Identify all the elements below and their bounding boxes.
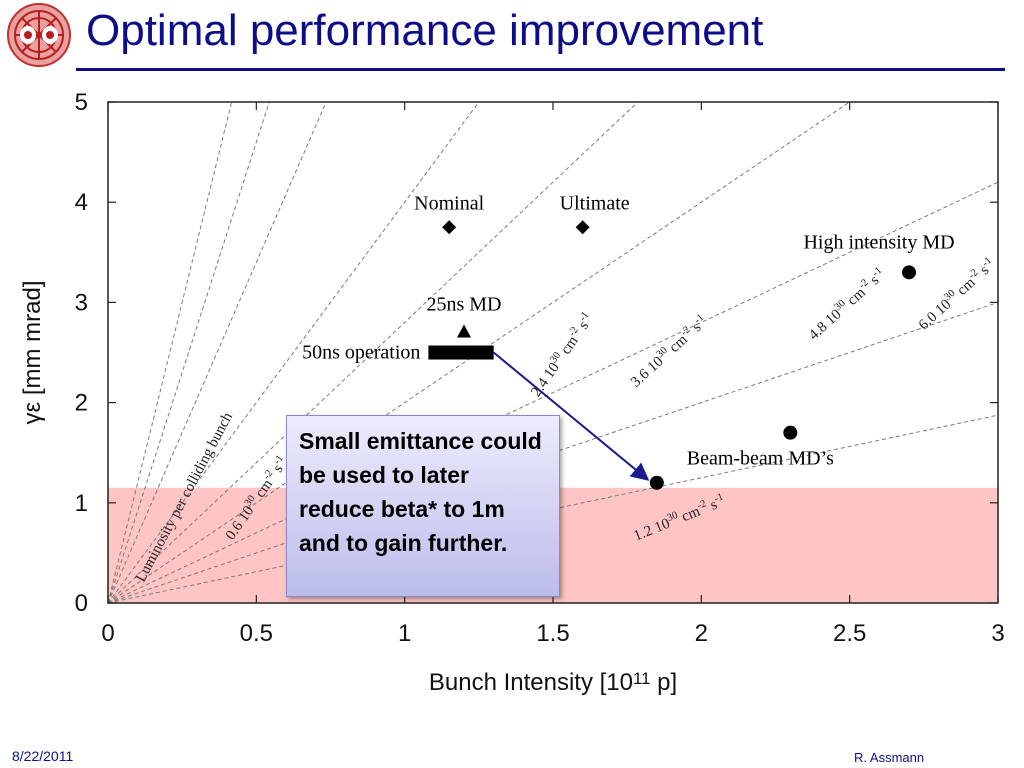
y-tick-label: 0 <box>75 590 88 617</box>
data-point <box>902 265 916 280</box>
title-divider <box>76 68 1005 71</box>
luminosity-line <box>108 102 270 603</box>
data-point <box>442 220 457 235</box>
y-tick-label: 3 <box>75 289 88 316</box>
luminosity-line <box>108 102 327 603</box>
data-point <box>575 220 590 235</box>
x-tick-label: 0 <box>101 620 114 647</box>
emittance-vs-intensity-chart: 0.6 1030 cm-2 s-1 2.4 1030 cm-2 s-1 3.6 … <box>19 89 1005 696</box>
luminosity-line <box>108 414 998 603</box>
luminosity-lines <box>108 102 998 603</box>
x-axis-label: Bunch Intensity [1011 p] <box>429 669 677 696</box>
red-dipole-magnet-logo-icon <box>7 3 71 67</box>
slide-date: 8/22/2011 <box>12 748 74 764</box>
data-point-label: Beam-beam MD’s <box>687 448 834 470</box>
y-tick-label: 2 <box>75 390 88 417</box>
data-point <box>457 324 471 338</box>
luminosity-line <box>108 102 233 603</box>
x-tick-label: 2 <box>695 620 708 647</box>
slide-title: Optimal performance improvement <box>86 6 764 55</box>
y-tick-label: 5 <box>75 89 88 116</box>
luminosity-line <box>108 102 480 603</box>
data-point-label: Ultimate <box>560 192 630 214</box>
luminosity-line <box>108 102 639 603</box>
y-axis-label: γε [mm mrad] <box>19 280 46 424</box>
data-point-label: High intensity MD <box>803 231 954 253</box>
data-point <box>649 475 664 490</box>
operation-band-label: 50ns operation <box>302 342 420 364</box>
data-point-label: 25ns MD <box>426 293 501 315</box>
annotation-arrow <box>493 351 650 481</box>
data-point-label: Nominal <box>414 192 484 214</box>
x-tick-label: 1.5 <box>536 620 569 647</box>
y-tick-label: 4 <box>75 189 88 216</box>
data-point <box>783 425 798 440</box>
luminosity-line <box>108 181 998 603</box>
x-tick-label: 0.5 <box>240 620 273 647</box>
operation-band-mark <box>428 345 494 360</box>
x-tick-label: 3 <box>991 620 1004 647</box>
slide-author: R. Assmann <box>854 750 925 765</box>
x-tick-label: 2.5 <box>833 620 866 647</box>
y-tick-label: 1 <box>75 490 88 517</box>
luminosity-line <box>108 102 850 603</box>
callout-note: Small emittance could be used to later r… <box>286 415 560 597</box>
x-tick-label: 1 <box>398 620 411 647</box>
